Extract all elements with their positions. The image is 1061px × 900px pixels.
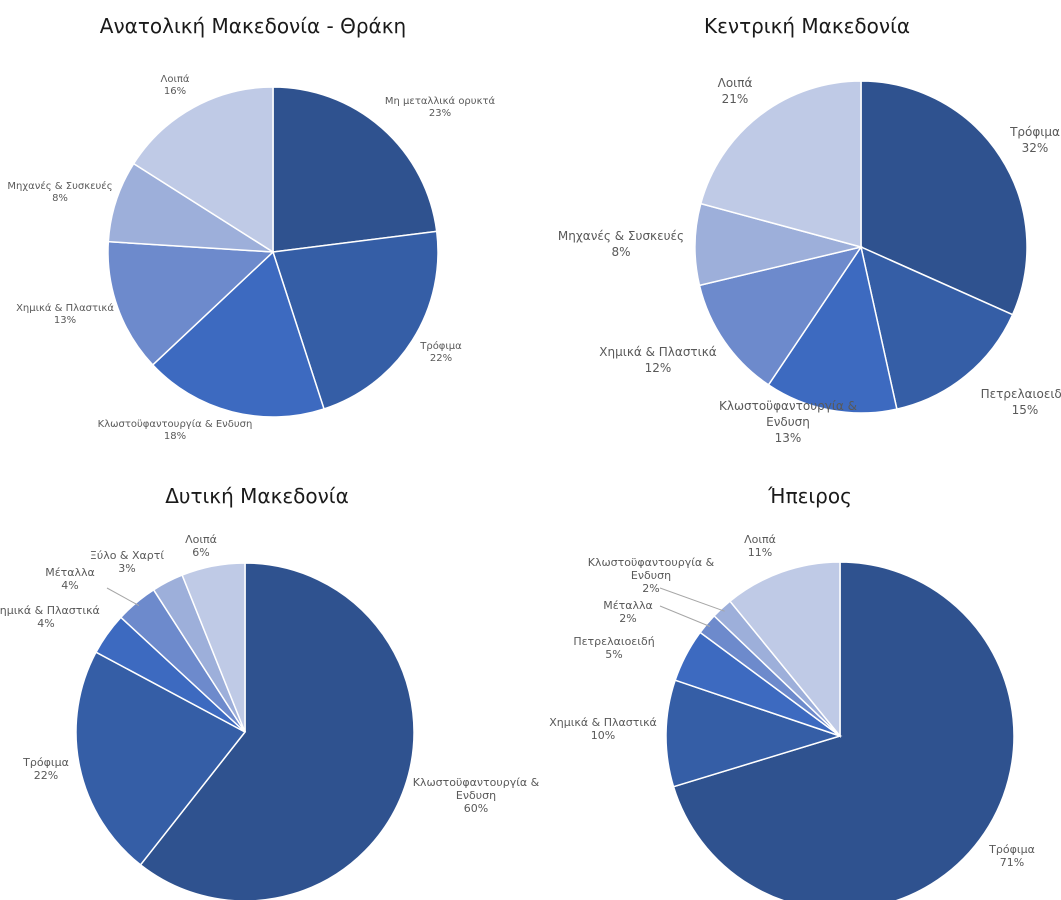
slice-label: Τρόφιμα 32%: [1009, 125, 1060, 155]
slice-label: Κλωστοϋφαντουργία & Ενδυση 18%: [98, 418, 253, 442]
chart-title-east-macedonia-thrace: Ανατολική Μακεδονία - Θράκη: [99, 14, 407, 38]
pie-slice: [272, 86, 438, 253]
slice-label: Πετρελαιοειδή 5%: [573, 635, 654, 661]
slice-label: Μηχανές & Συσκευές 8%: [7, 180, 112, 204]
pie-slice: [272, 230, 439, 410]
pie-slice: [665, 679, 843, 788]
pie-slice: [672, 561, 1015, 900]
slice-label: Μέταλλα 4%: [45, 566, 95, 592]
slice-label: Μη μεταλλικά ορυκτά 23%: [385, 95, 496, 119]
leader-line: [659, 587, 725, 612]
slice-label: Ξύλο & Χαρτί 3%: [90, 549, 165, 575]
slice-label: Τρόφιμα 22%: [419, 340, 462, 364]
pie-epirus: Τρόφιμα 71% Χημικά & Πλαστικά 10% Πετρελαιοε…: [549, 533, 1035, 900]
slice-label: Χημικά & Πλαστικά 13%: [16, 302, 114, 326]
pie-slice: [699, 80, 862, 248]
leader-line: [659, 605, 711, 627]
pie-slice: [75, 651, 247, 866]
slice-label: Μηχανές & Συσκευές 8%: [558, 229, 684, 259]
pie-slice: [767, 245, 898, 414]
pie-slice: [859, 245, 1014, 410]
slice-label: Κλωστοϋφαντουργία & Ενδυση 13%: [719, 399, 857, 445]
chart-title-west-macedonia: Δυτική Μακεδονία: [165, 484, 349, 508]
pie-west-macedonia: Κλωστοϋφαντουργία & Ενδυση 60% Τρόφιμα 22% Χη…: [0, 533, 540, 900]
slice-label: Τρόφιμα 71%: [988, 843, 1035, 869]
pie-slice: [132, 86, 274, 254]
pie-slice: [698, 245, 863, 386]
pie-slice: [728, 561, 841, 739]
slice-label: Χημικά & Πλαστικά 4%: [0, 604, 100, 630]
pie-central-macedonia: Τρόφιμα 32% Πετρελαιοειδή 15% Κλωστοϋφαντουρ…: [558, 76, 1061, 445]
slice-label: Λοιπά 21%: [718, 76, 753, 106]
slice-label: Χημικά & Πλαστικά 12%: [599, 345, 716, 375]
slice-label: Λοιπά 6%: [185, 533, 217, 559]
slice-label: Λοιπά 16%: [161, 73, 190, 97]
slice-label: Τρόφιμα 22%: [22, 756, 69, 782]
chart-title-epirus: Ήπειρος: [768, 484, 852, 508]
chart-title-central-macedonia: Κεντρική Μακεδονία: [703, 14, 911, 38]
slice-label: Μέταλλα 2%: [603, 599, 653, 625]
pie-slice: [181, 562, 246, 733]
slice-label: Κλωστοϋφαντουργία & Ενδυση 2%: [588, 556, 715, 595]
slice-label: Λοιπά 11%: [744, 533, 776, 559]
pie-slice: [151, 250, 325, 418]
pie-slice: [860, 80, 1028, 316]
slice-label: Κλωστοϋφαντουργία & Ενδυση 60%: [413, 776, 540, 815]
pie-east-macedonia-thrace: Μη μεταλλικά ορυκτά 23% Τρόφιμα 22% Κλωστοϋφ…: [7, 73, 495, 442]
slice-label: Πετρελαιοειδή 15%: [981, 387, 1061, 417]
slice-label: Χημικά & Πλαστικά 10%: [549, 716, 657, 742]
pie-slice: [107, 240, 275, 367]
leader-line: [106, 587, 140, 607]
